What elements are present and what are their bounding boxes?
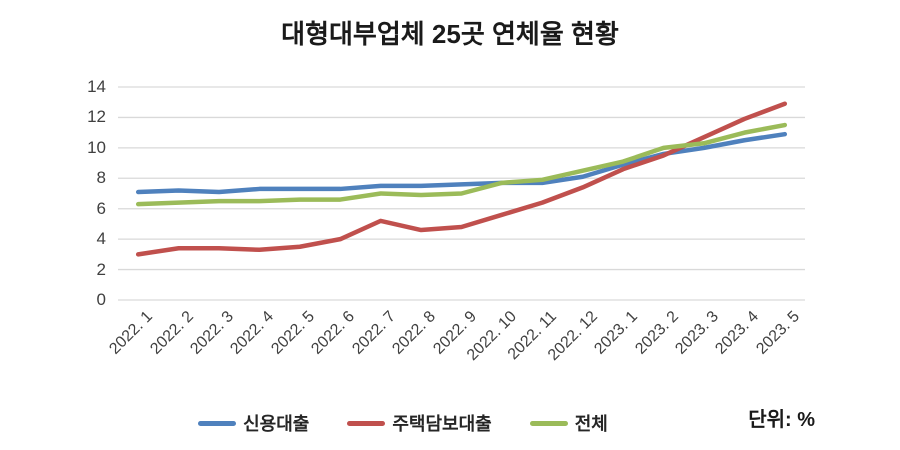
y-tick-label-14: 14 (87, 77, 106, 96)
y-tick-label-12: 12 (87, 107, 106, 127)
legend-label-전체: 전체 (574, 414, 608, 434)
y-tick-label-8: 8 (96, 168, 106, 188)
y-tick-label-4: 4 (96, 229, 106, 249)
line-series-주택담보대출 (135, 101, 788, 257)
unit-label: 단위: % (748, 409, 815, 431)
legend-item-주택담보대출: 주택담보대출 (347, 410, 492, 436)
line-series-신용대출 (135, 131, 788, 195)
legend-item-신용대출: 신용대출 (198, 410, 309, 436)
legend: 신용대출 주택담보대출 전체 (118, 410, 688, 436)
legend-label-신용대출: 신용대출 (243, 414, 310, 434)
legend-line-marker-신용대출 (198, 420, 237, 426)
y-tick-label-6: 6 (96, 198, 106, 218)
y-tick-label-2: 2 (96, 259, 106, 279)
legend-line-marker-주택담보대출 (347, 420, 386, 426)
legend-label-주택담보대출: 주택담보대출 (392, 414, 492, 434)
gridlines (118, 86, 805, 301)
legend-line-marker-전체 (529, 420, 568, 426)
data-series-lines (135, 101, 788, 257)
legend-item-전체: 전체 (529, 410, 608, 436)
y-tick-label-0: 0 (96, 290, 106, 309)
line-series-전체 (135, 122, 788, 207)
y-tick-label-10: 10 (87, 137, 106, 157)
chart-title: 대형대부업체 25곳 연체율 현황 (281, 19, 619, 49)
